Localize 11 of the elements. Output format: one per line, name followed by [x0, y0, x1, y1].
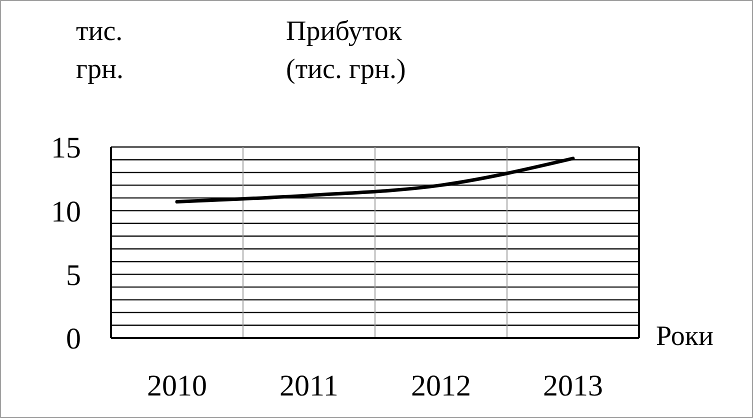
- y-axis-title: тис. грн.: [76, 15, 124, 87]
- y-tick-label: 15: [51, 132, 81, 165]
- x-tick-label: 2013: [543, 369, 603, 402]
- x-tick-label: 2010: [147, 369, 207, 402]
- x-tick-label: 2011: [280, 369, 338, 402]
- x-axis-title: Роки: [656, 321, 714, 353]
- y-tick-label: 5: [66, 258, 81, 292]
- chart-title: Прибуток (тис. грн.): [286, 15, 407, 87]
- y-tick-label: 10: [51, 195, 81, 228]
- y-tick-label: 0: [66, 322, 81, 356]
- x-tick-label: 2012: [411, 369, 471, 402]
